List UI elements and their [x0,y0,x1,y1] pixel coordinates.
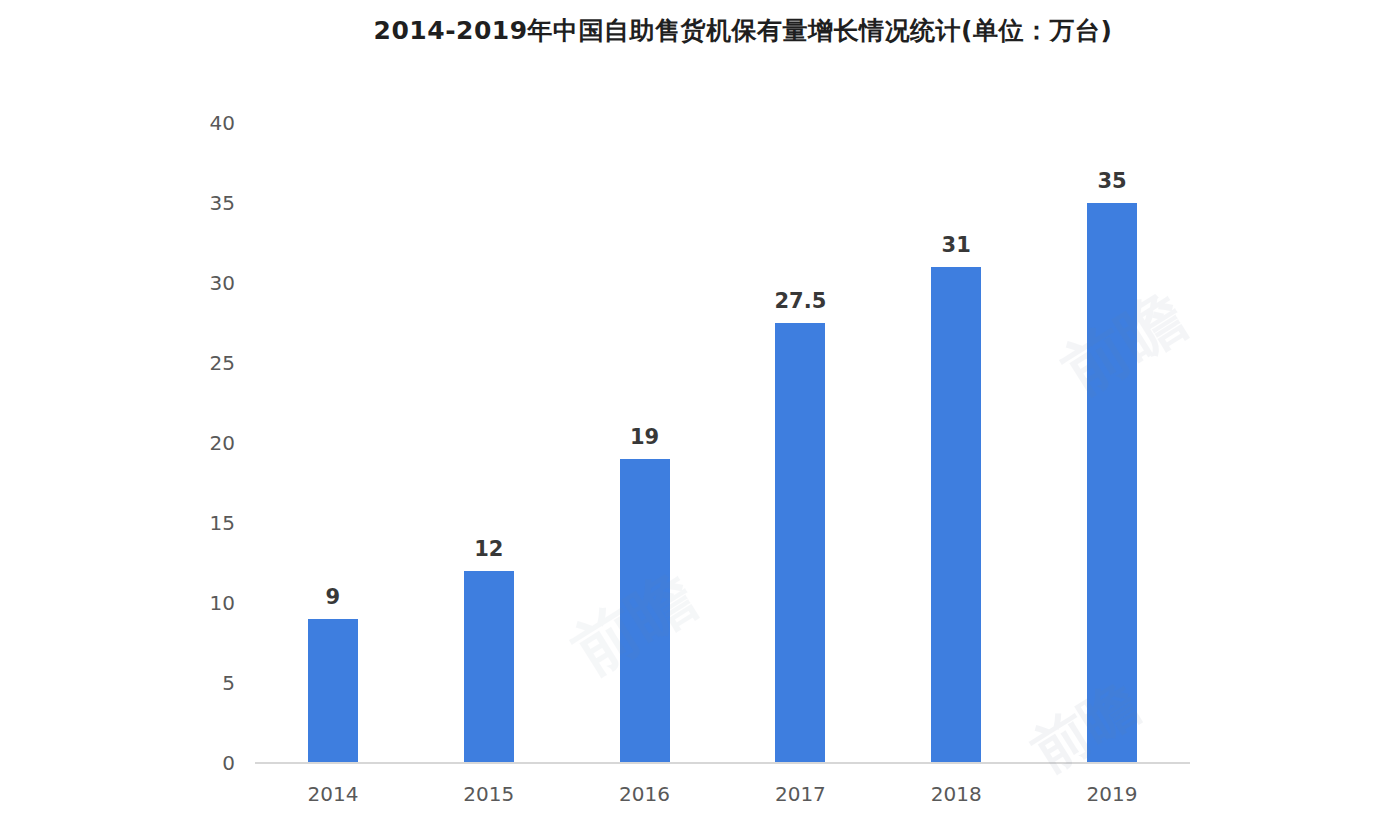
bar-group: 9 [255,123,411,763]
y-tick-label: 0 [170,752,235,774]
bar-value-label: 19 [567,425,723,449]
bar-value-label: 27.5 [722,289,878,313]
y-tick-label: 5 [170,672,235,694]
x-axis-label: 2014 [255,782,411,806]
x-axis-label: 2018 [878,782,1034,806]
y-tick-label: 30 [170,272,235,294]
bar-value-label: 31 [878,233,1034,257]
bar-group: 27.5 [722,123,878,763]
bar-group: 19 [567,123,723,763]
plot-area: 912 19 27.5 31 35 [255,123,1190,763]
bar-group: 35 [1034,123,1190,763]
x-axis-labels: 201420152016201720182019 [255,782,1190,806]
y-tick-label: 15 [170,512,235,534]
bar [775,323,825,763]
x-axis-label: 2015 [411,782,567,806]
x-axis-label: 2016 [567,782,723,806]
y-tick-label: 35 [170,192,235,214]
y-tick-label: 20 [170,432,235,454]
bar-group: 31 [878,123,1034,763]
bar-series: 912 19 27.5 31 35 [255,123,1190,763]
bar-value-label: 9 [255,585,411,609]
bar [1087,203,1137,763]
bar [308,619,358,763]
x-axis-label: 2017 [722,782,878,806]
x-axis-label: 2019 [1034,782,1190,806]
bar [464,571,514,763]
chart-title: 2014-2019年中国自助售货机保有量增长情况统计(单位：万台) [43,14,1400,47]
bar-value-label: 35 [1034,169,1190,193]
bar-chart: 2014-2019年中国自助售货机保有量增长情况统计(单位：万台) 0 5 10 15… [0,0,1400,836]
bar [931,267,981,763]
y-tick-label: 25 [170,352,235,374]
y-tick-label: 10 [170,592,235,614]
y-tick-label: 40 [170,112,235,134]
bar [620,459,670,763]
bar-group: 12 [411,123,567,763]
bar-value-label: 12 [411,537,567,561]
x-axis-line [255,762,1190,764]
